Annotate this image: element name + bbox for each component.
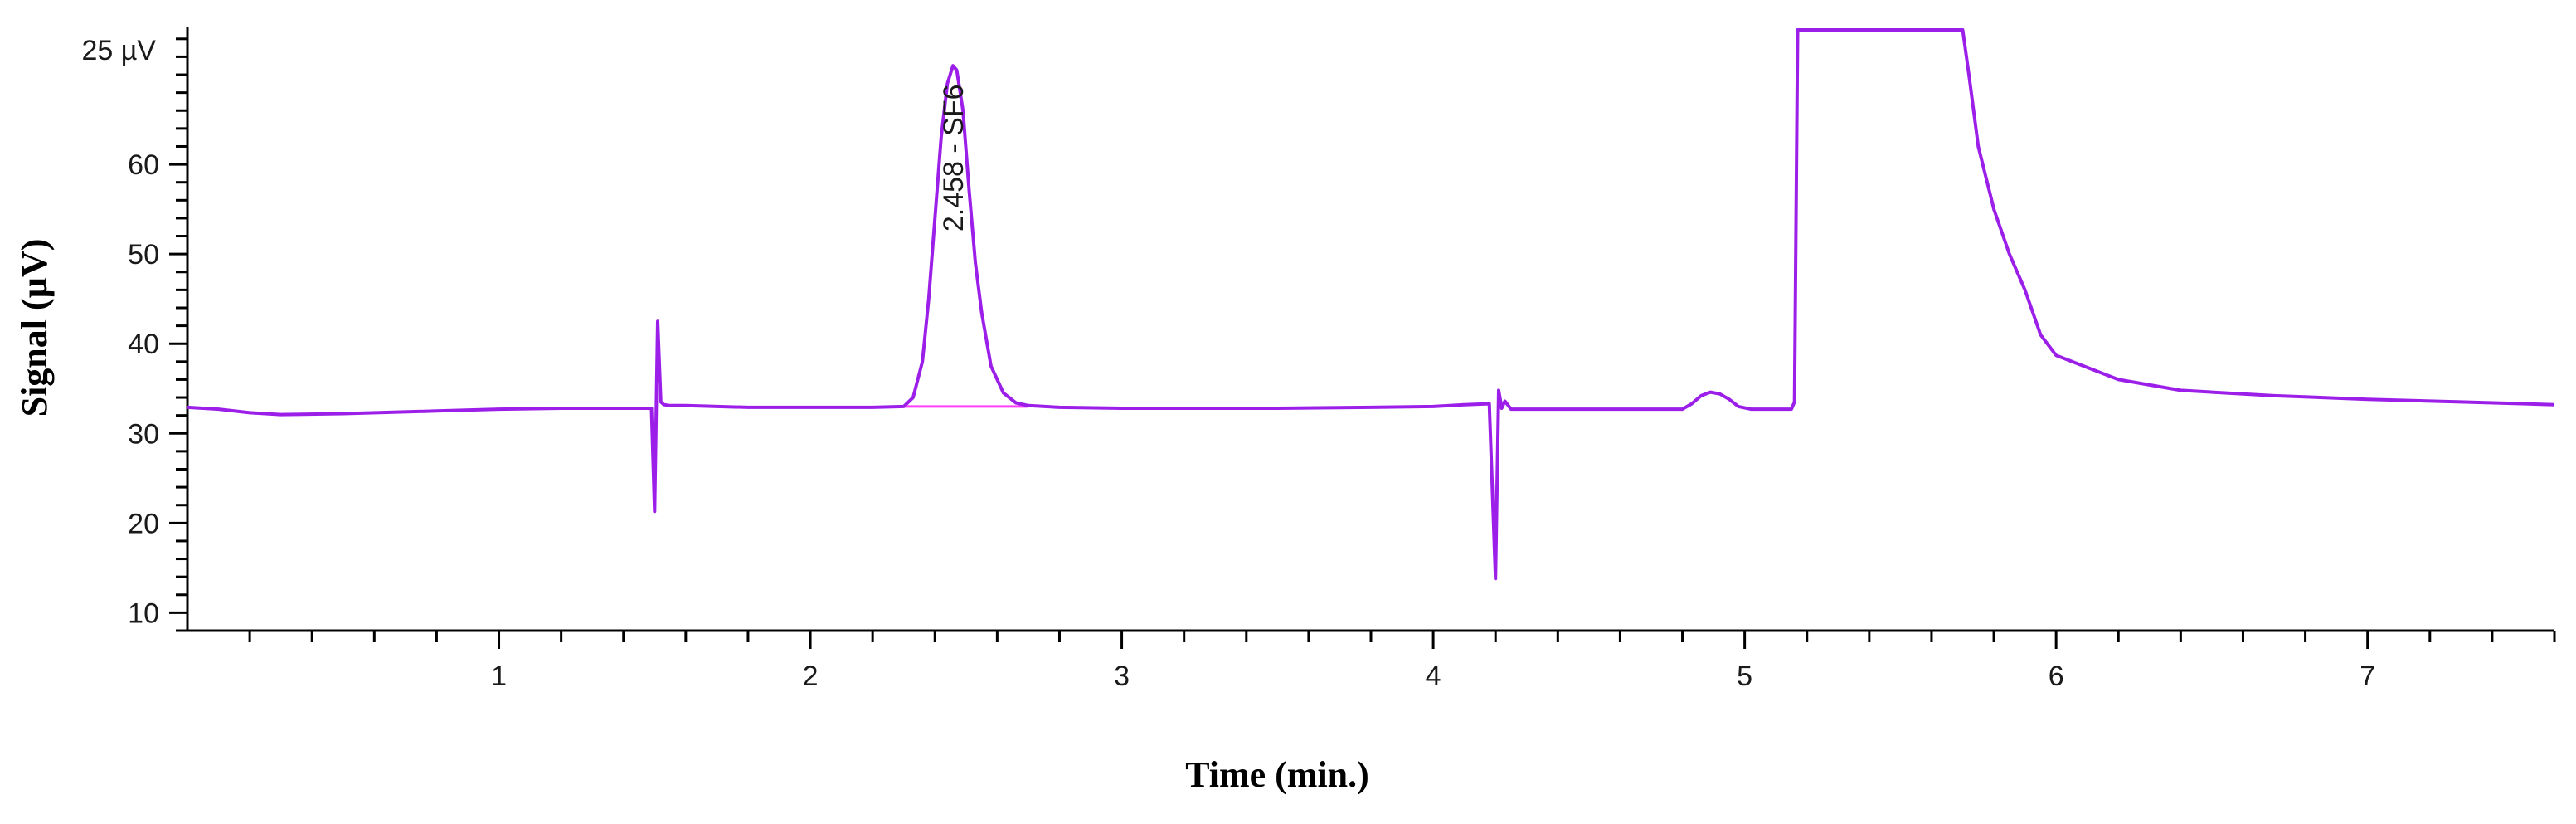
x-tick-label: 3 — [1114, 661, 1130, 692]
y-tick-label: 30 — [128, 418, 159, 450]
y-tick-label: 50 — [128, 239, 159, 271]
y-tick-label: 40 — [128, 329, 159, 360]
x-tick-label: 1 — [491, 661, 507, 692]
x-tick-label: 7 — [2360, 661, 2375, 692]
signal-trace — [187, 28, 2554, 581]
x-tick-label: 4 — [1426, 661, 1441, 692]
axes-group: 1 2 3 4 5 6 7 10 20 30 40 50 60 — [128, 27, 2556, 692]
y-tick-label: 20 — [128, 508, 159, 539]
y-tick-label: 60 — [128, 149, 159, 181]
plot-area: 2.458 - SF6 — [187, 28, 2554, 581]
x-tick-label: 2 — [803, 661, 819, 692]
y-unit-label: 25 µV — [81, 35, 156, 66]
y-axis-title: Signal (µV) — [14, 239, 55, 417]
x-tick-label: 6 — [2049, 661, 2064, 692]
y-tick-label: 10 — [128, 597, 159, 629]
x-axis-title: Time (min.) — [1185, 754, 1369, 795]
peak-label: 2.458 - SF6 — [938, 84, 970, 232]
x-tick-label: 5 — [1737, 661, 1752, 692]
